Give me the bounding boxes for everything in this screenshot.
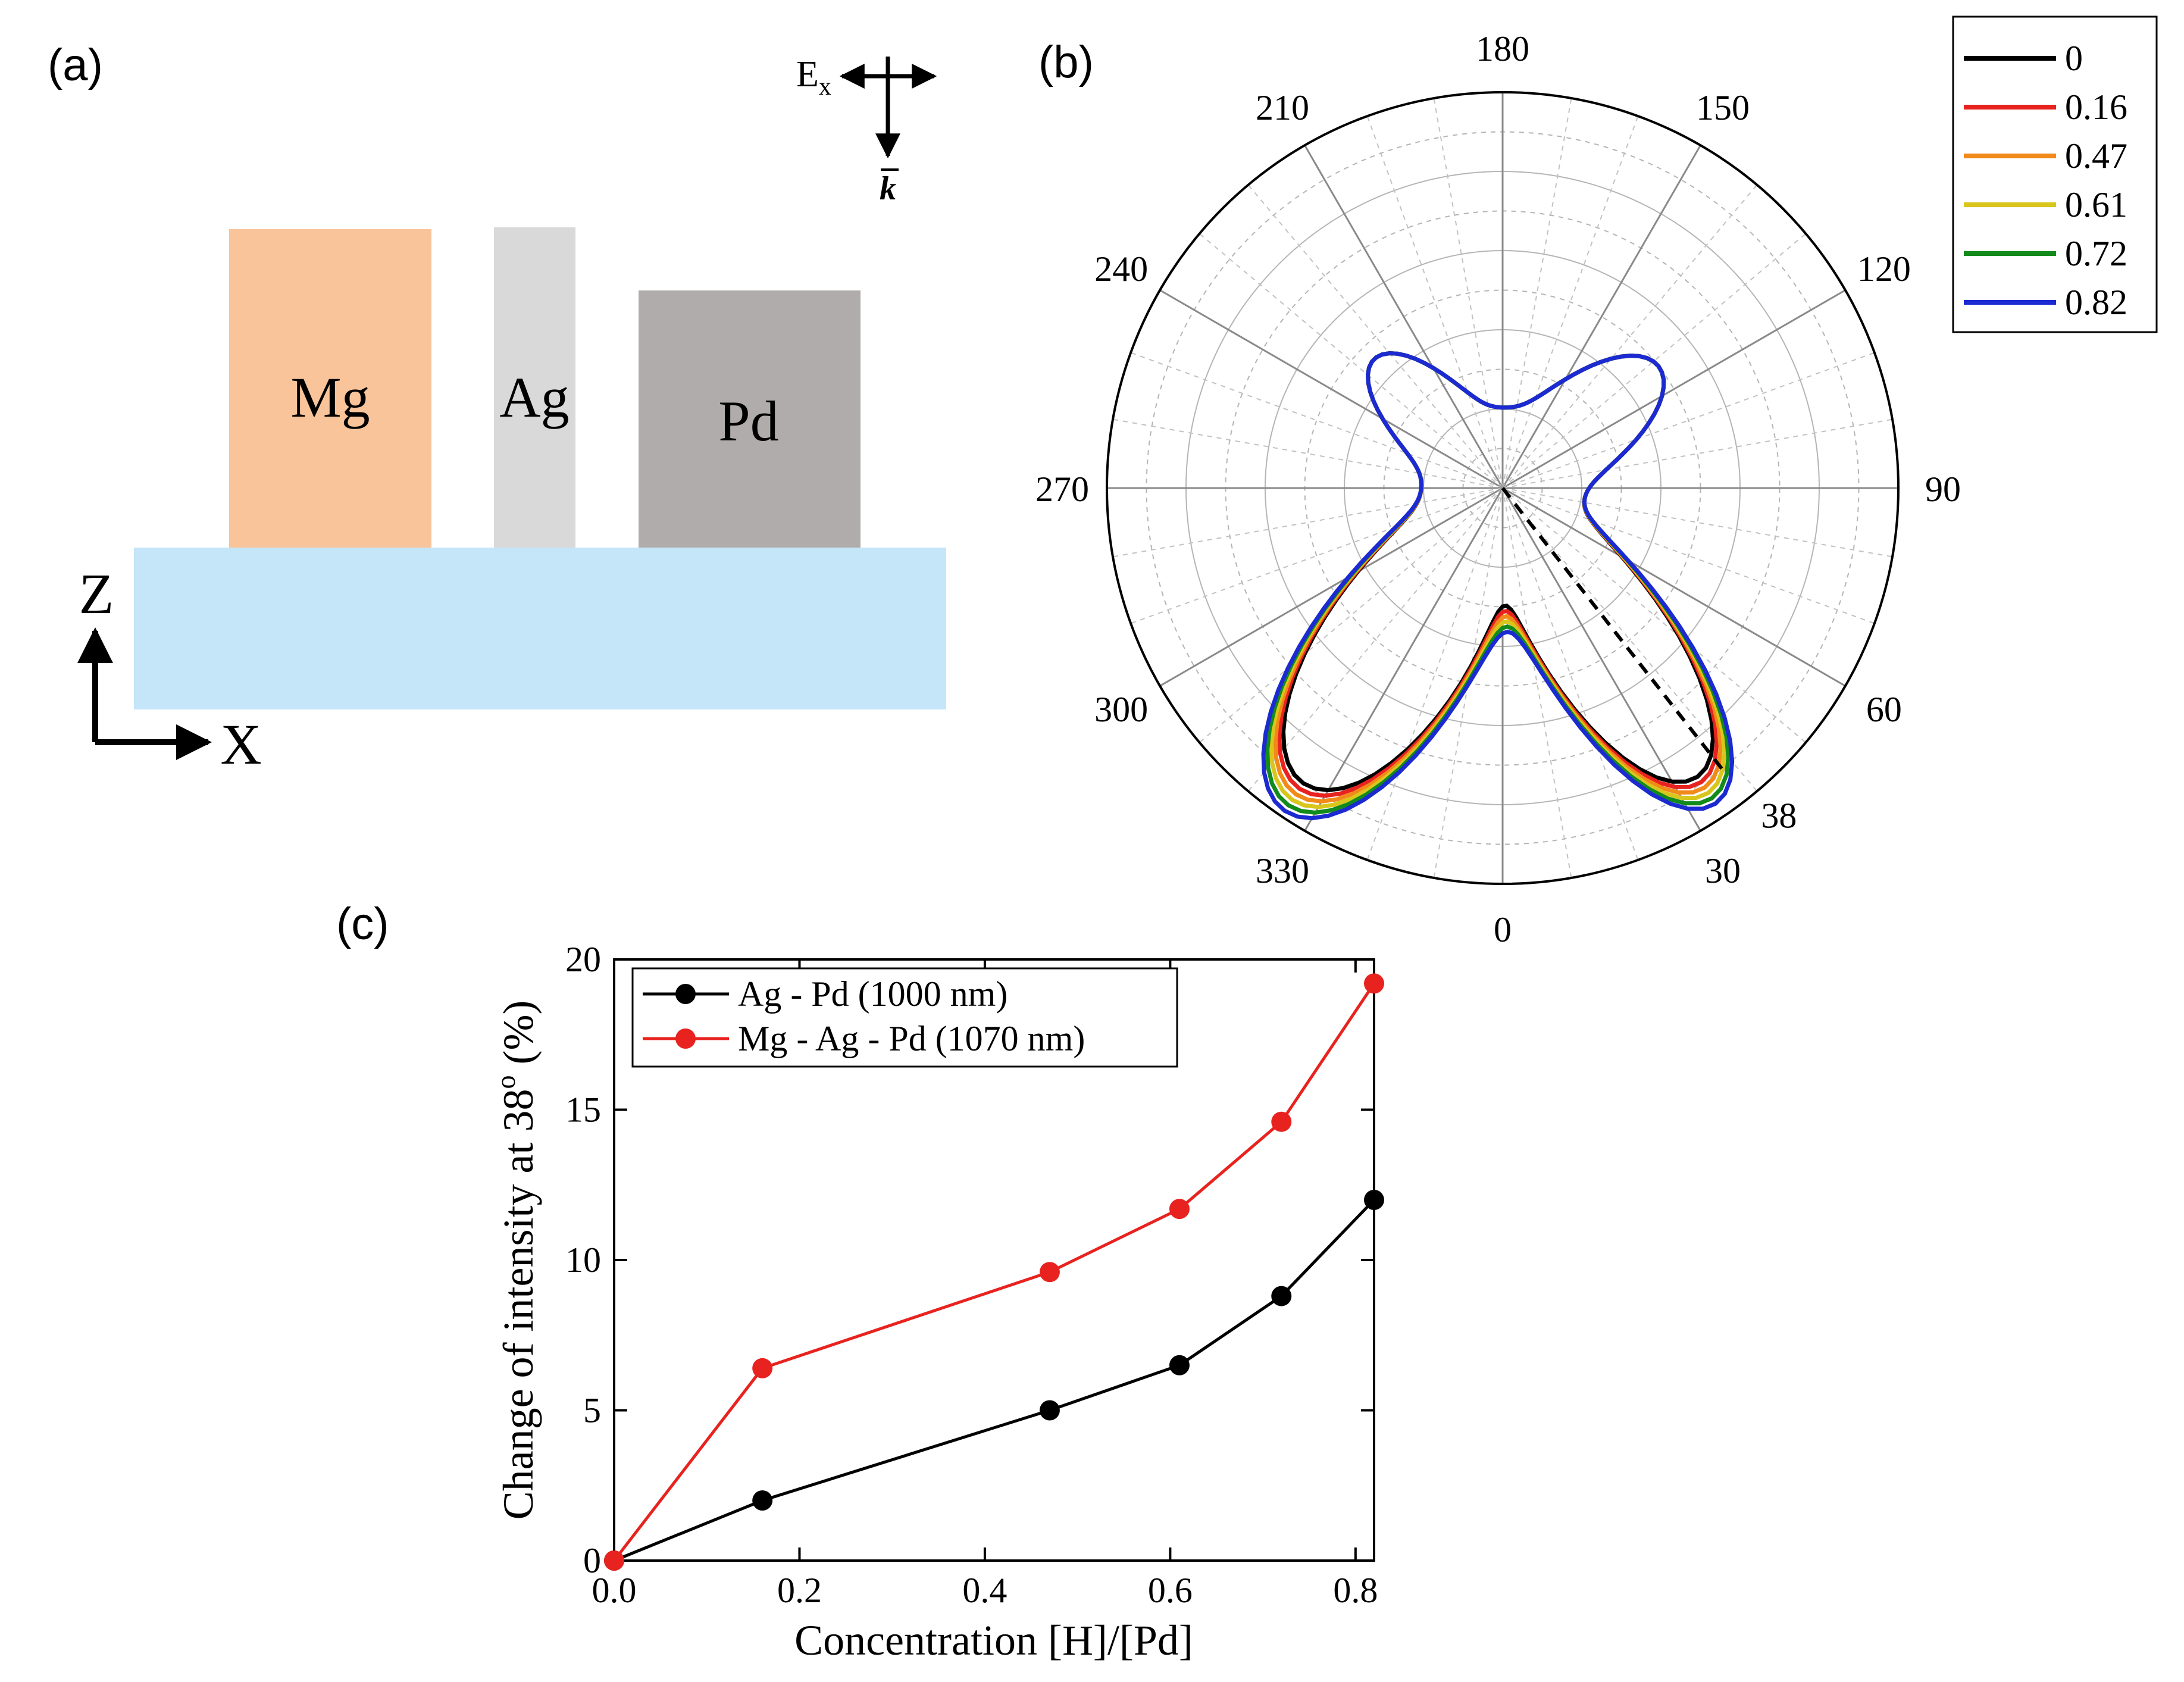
x-tick-label: 0.8	[1333, 1571, 1378, 1610]
plot-c-series	[604, 973, 1384, 1571]
data-point	[1364, 1190, 1384, 1210]
polar-legend-label: 0.16	[2065, 87, 2127, 127]
data-point	[1039, 1400, 1060, 1421]
data-point	[1169, 1199, 1190, 1220]
mg-label: Mg	[290, 365, 370, 429]
polar-spoke	[1502, 289, 1846, 489]
polar-angle-label: 300	[1094, 690, 1148, 729]
polar-grid	[1106, 91, 1900, 885]
incidence-indicator: Ex k	[796, 54, 937, 207]
polar-marker-label: 38	[1761, 796, 1797, 835]
plot-c-legend-marker	[675, 984, 696, 1004]
x-tick-label: 0.4	[962, 1571, 1007, 1610]
polar-angle-label: 90	[1925, 470, 1961, 509]
k-vector-label: k	[880, 170, 896, 207]
polar-angle-label: 60	[1866, 690, 1902, 729]
plot-c-ticks: 0.0 0.2 0.4 0.6 0.8 0 5 10 15 20	[565, 940, 1378, 1610]
panel-b-label: (b)	[1038, 37, 1094, 87]
y-tick-label: 20	[565, 940, 601, 979]
data-point	[752, 1358, 773, 1378]
polar-angle-label: 30	[1705, 851, 1741, 890]
x-tick-label: 0.0	[592, 1571, 637, 1610]
polar-spoke	[1502, 487, 1846, 687]
polar-angle-label: 210	[1256, 88, 1309, 127]
polar-spoke	[1502, 487, 1807, 743]
data-point	[1271, 1111, 1292, 1132]
panel-c: (c) 0.0 0.2 0.4 0.6 0.8 0 5 10 15 20 Concentratio…	[336, 899, 1384, 1664]
mg-block	[229, 229, 431, 548]
polar-spoke	[1501, 487, 1701, 831]
panel-a: (a) Mg Ag Pd Z X Ex k	[48, 40, 946, 776]
pd-label: Pd	[718, 389, 778, 453]
polar-spoke	[1159, 487, 1503, 687]
x-axis-title: Concentration [H]/[Pd]	[794, 1617, 1193, 1664]
polar-legend-label: 0.72	[2065, 234, 2127, 273]
panel-c-label: (c)	[336, 899, 389, 949]
data-point	[1271, 1286, 1292, 1306]
z-axis-label: Z	[79, 562, 114, 626]
polar-spoke	[1159, 289, 1503, 489]
polar-angle-label: 240	[1094, 249, 1148, 289]
plot-c-legend-box	[631, 967, 1178, 1068]
plot-c-legend-label: Mg - Ag - Pd (1070 nm)	[738, 1019, 1085, 1058]
polar-curves	[1261, 351, 1735, 821]
polar-curve-0.72	[1265, 351, 1731, 815]
polar-spoke	[1501, 145, 1701, 489]
plot-c-legend: Ag - Pd (1000 nm) Mg - Ag - Pd (1070 nm)	[631, 967, 1178, 1068]
polar-angle-label: 0	[1494, 910, 1512, 949]
data-point	[1364, 973, 1384, 994]
plot-c-legend-marker	[675, 1028, 696, 1049]
polar-legend-label: 0.82	[2065, 283, 2127, 322]
series-line-1	[613, 983, 1376, 1562]
polar-legend-box	[1952, 15, 2158, 333]
polar-legend-label: 0	[2065, 39, 2083, 78]
x-axis-label: X	[220, 712, 261, 776]
polar-curve-0.61	[1269, 351, 1727, 809]
polar-outer-ring	[1106, 91, 1900, 885]
polar-angle-label: 270	[1035, 470, 1089, 509]
polar-legend-label: 0.61	[2065, 185, 2127, 224]
y-tick-label: 15	[565, 1090, 601, 1130]
y-tick-label: 0	[583, 1541, 601, 1580]
polar-spoke	[1304, 487, 1504, 831]
polar-angle-label: 120	[1857, 249, 1911, 289]
y-tick-label: 5	[583, 1391, 601, 1430]
polar-spoke	[1199, 233, 1503, 489]
x-tick-label: 0.6	[1148, 1571, 1193, 1610]
polar-angle-label: 330	[1256, 851, 1309, 890]
data-point	[752, 1490, 773, 1511]
polar-curve-0.47	[1273, 351, 1723, 804]
polar-curve-0.82	[1261, 351, 1735, 821]
x-tick-label: 0.2	[777, 1571, 822, 1610]
ag-label: Ag	[499, 365, 569, 429]
polar-legend-label: 0.47	[2065, 136, 2127, 176]
marker-38-line	[1501, 487, 1729, 776]
polar-angle-label: 150	[1696, 88, 1750, 127]
polar-legend: 0 0.16 0.47 0.61 0.72 0.82	[1952, 15, 2158, 333]
polar-spoke	[1304, 145, 1504, 489]
plot-c-legend-label: Ag - Pd (1000 nm)	[738, 974, 1007, 1014]
pd-block	[639, 290, 861, 548]
data-point	[1039, 1262, 1060, 1283]
data-point	[604, 1550, 624, 1571]
coordinate-axes: Z X	[77, 562, 262, 776]
ag-block	[494, 227, 575, 548]
series-line-0	[614, 1199, 1375, 1562]
polar-angle-label: 180	[1476, 29, 1529, 68]
panel-a-label: (a)	[48, 40, 103, 90]
y-axis-title: Change of intensity at 38o (%)	[490, 1001, 542, 1520]
e-field-label: Ex	[796, 54, 831, 101]
data-point	[1169, 1355, 1190, 1375]
y-tick-label: 10	[565, 1240, 601, 1280]
substrate	[134, 548, 946, 709]
